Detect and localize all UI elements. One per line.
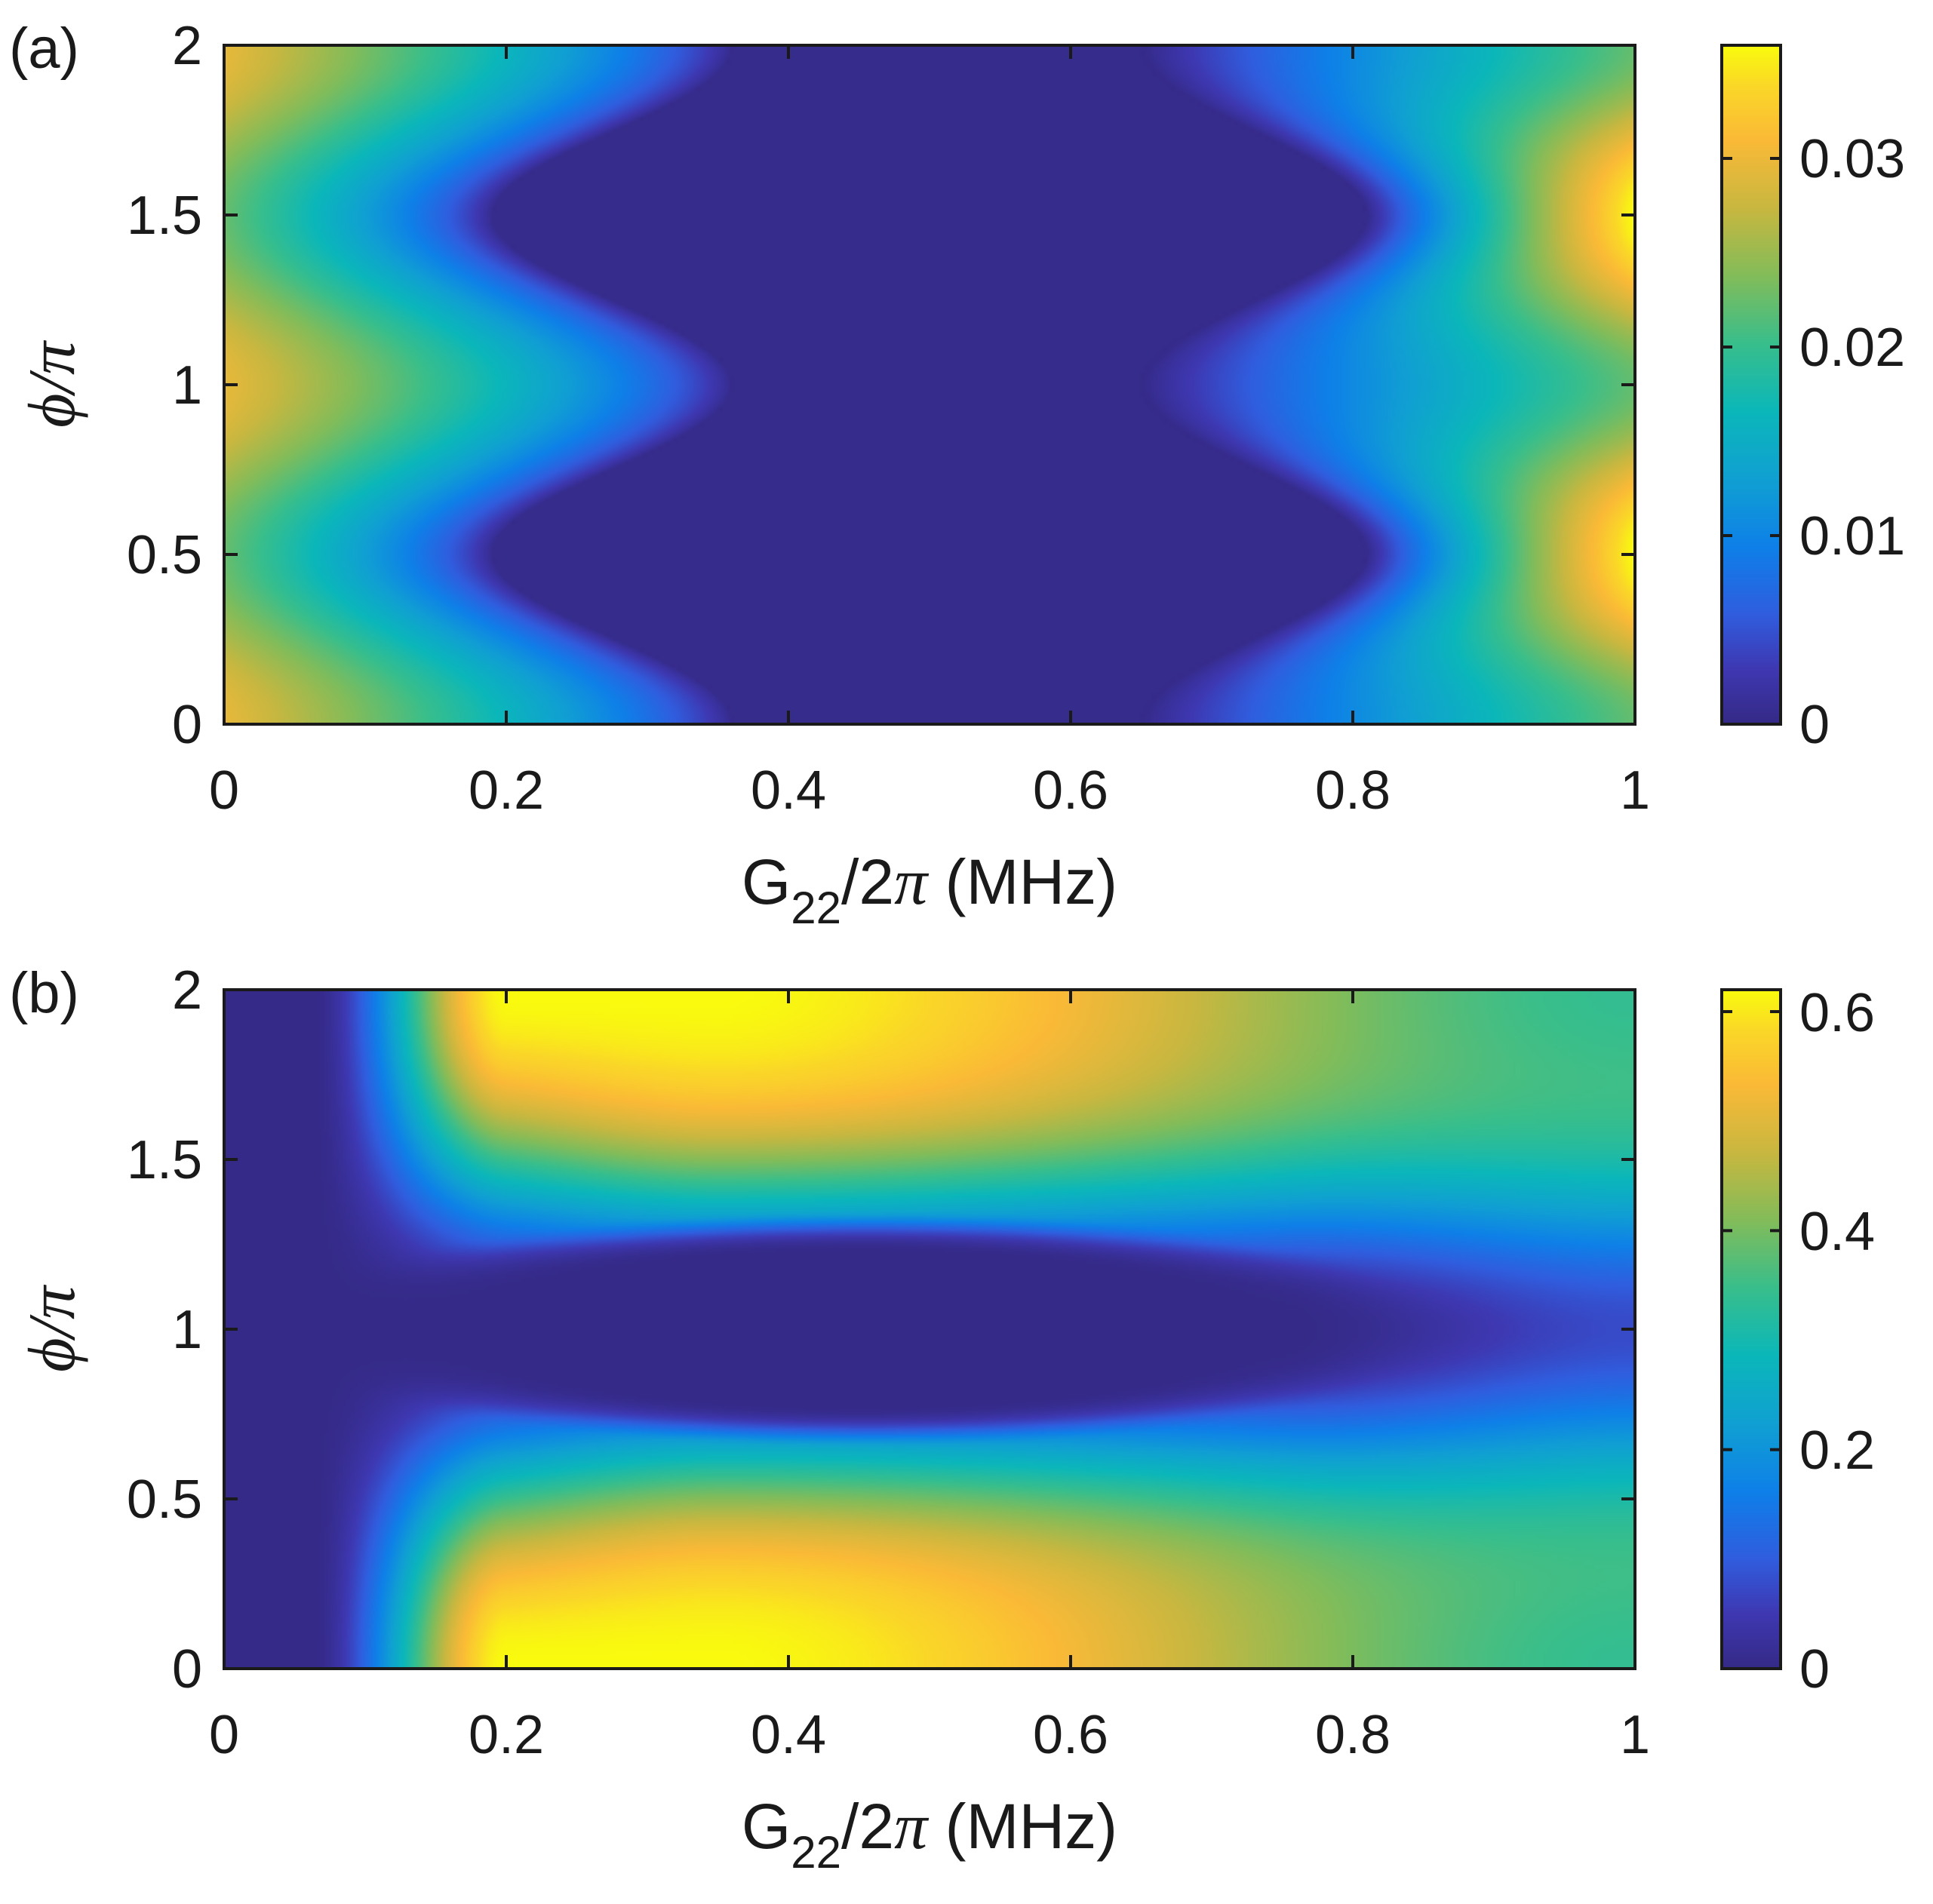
y-tick-label: 0 bbox=[172, 695, 202, 755]
colorbar-tick-label: 0.6 bbox=[1799, 983, 1875, 1043]
y-tick-label: 1.5 bbox=[127, 1130, 202, 1190]
y-tick-label: 2 bbox=[172, 16, 202, 76]
y-axis-title-b: ϕ/π bbox=[16, 1284, 89, 1372]
y-tick-label: 1 bbox=[172, 355, 202, 416]
colorbar-tick-label: 0.03 bbox=[1799, 129, 1905, 189]
y-tick-label: 1.5 bbox=[127, 186, 202, 246]
colorbar-frame-a bbox=[1720, 44, 1782, 726]
y-title-den: π bbox=[16, 1284, 89, 1319]
panel-a: (a) 0 0.2 0.4 0.6 0.8 1 0 0.5 1 1.5 2 G2… bbox=[9, 16, 1905, 933]
x-title-prefix: G bbox=[742, 846, 791, 917]
x-tick-label: 0 bbox=[209, 760, 239, 821]
x-title-greek: π bbox=[894, 1790, 930, 1863]
x-title-subscript: 22 bbox=[791, 883, 841, 933]
colorbar-gradient-a bbox=[1722, 45, 1781, 724]
colorbar-frame-b bbox=[1720, 988, 1782, 1670]
x-tick-label: 0.2 bbox=[469, 760, 544, 821]
x-title-middle: /2 bbox=[841, 1791, 894, 1862]
y-title-den: π bbox=[16, 339, 89, 375]
x-title-greek: π bbox=[894, 846, 930, 919]
x-title-subscript: 22 bbox=[791, 1827, 841, 1878]
colorbar-tick-label: 0.4 bbox=[1799, 1202, 1875, 1262]
y-axis-title-a: ϕ/π bbox=[16, 339, 89, 428]
y-tick-label: 0.5 bbox=[127, 1469, 202, 1530]
x-tick-label: 0.8 bbox=[1315, 1705, 1391, 1765]
heatmap-a bbox=[224, 45, 1635, 724]
x-axis-title-a: G22/2π (MHz) bbox=[742, 846, 1117, 933]
panel-b-label: (b) bbox=[9, 961, 79, 1025]
x-tick-label: 0.8 bbox=[1315, 760, 1391, 821]
colorbar-gradient-b bbox=[1722, 990, 1781, 1669]
x-axis-title-b: G22/2π (MHz) bbox=[742, 1790, 1117, 1878]
x-title-prefix: G bbox=[742, 1791, 791, 1862]
y-tick-label: 0.5 bbox=[127, 525, 202, 585]
x-title-middle: /2 bbox=[841, 846, 894, 917]
y-tick-label: 0 bbox=[172, 1639, 202, 1700]
colorbar-tick-label: 0.01 bbox=[1799, 506, 1905, 567]
y-title-num: ϕ bbox=[16, 394, 89, 428]
colorbar-ticks-a bbox=[1722, 157, 1781, 726]
x-tick-label: 1 bbox=[1620, 760, 1650, 821]
panel-b: (b) 0 0.2 0.4 0.6 0.8 1 0 0.5 1 1.5 2 G2… bbox=[9, 960, 1875, 1878]
colorbar-tick-label: 0 bbox=[1799, 1639, 1830, 1700]
x-tick-label: 0.6 bbox=[1033, 760, 1108, 821]
colorbar-ticks-b bbox=[1722, 1010, 1781, 1670]
x-tick-label: 0 bbox=[209, 1705, 239, 1765]
colorbar-tick-label: 0 bbox=[1799, 695, 1830, 755]
y-tick-label: 2 bbox=[172, 960, 202, 1021]
x-tick-label: 0.6 bbox=[1033, 1705, 1108, 1765]
colorbar-tick-label: 0.02 bbox=[1799, 318, 1905, 378]
x-tick-label: 0.2 bbox=[469, 1705, 544, 1765]
x-tick-label: 0.4 bbox=[751, 1705, 826, 1765]
colorbar-a: 0 0.01 0.02 0.03 bbox=[1720, 44, 1905, 755]
y-tick-label: 1 bbox=[172, 1300, 202, 1360]
panel-a-label: (a) bbox=[9, 17, 79, 81]
x-tick-label: 1 bbox=[1620, 1705, 1650, 1765]
x-title-suffix: (MHz) bbox=[927, 846, 1117, 917]
axis-ticks-a bbox=[223, 44, 1636, 726]
heatmap-b bbox=[224, 990, 1635, 1669]
colorbar-b: 0 0.2 0.4 0.6 bbox=[1720, 983, 1875, 1700]
x-title-suffix: (MHz) bbox=[927, 1791, 1117, 1862]
colorbar-tick-label: 0.2 bbox=[1799, 1420, 1875, 1481]
axis-ticks-b bbox=[223, 988, 1636, 1670]
y-title-num: ϕ bbox=[16, 1338, 89, 1373]
x-tick-label: 0.4 bbox=[751, 760, 826, 821]
